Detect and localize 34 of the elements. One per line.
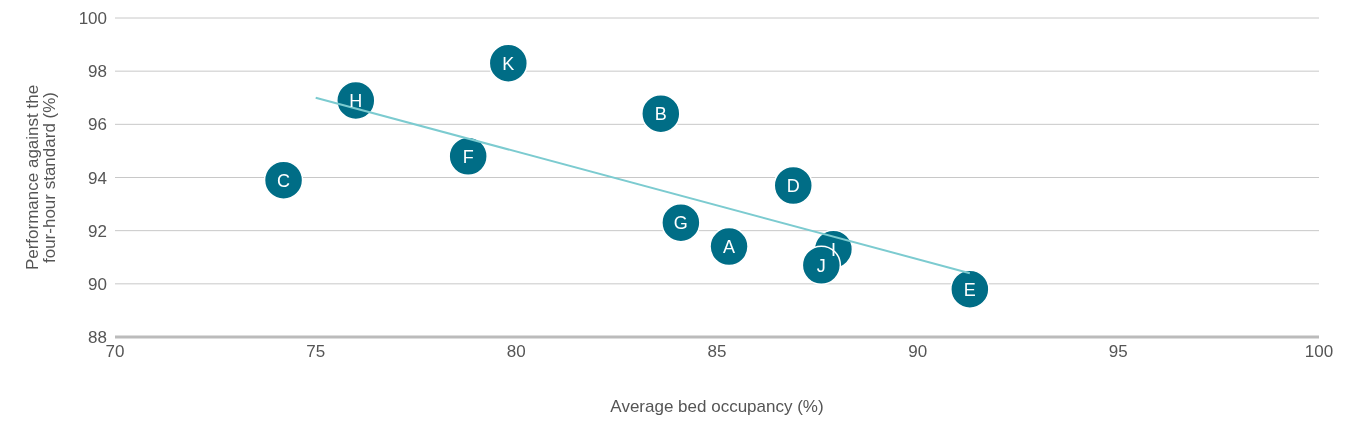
y-axis-title: Performance against the four-hour standard (%)	[22, 84, 59, 271]
point	[448, 136, 488, 176]
y-tick-label: 100	[78, 9, 107, 29]
y-tick-label: 98	[88, 62, 107, 82]
y-tick-label: 94	[88, 168, 107, 188]
annotation: J	[816, 255, 826, 276]
annotation: A	[723, 237, 736, 258]
x-tick-label: 70	[105, 342, 125, 362]
annotation: F	[462, 146, 474, 167]
x-tick-label: 80	[506, 342, 526, 362]
x-tick-label: 75	[306, 342, 326, 362]
annotation: C	[277, 170, 291, 191]
point	[773, 165, 813, 206]
annotation: B	[654, 104, 667, 125]
point	[709, 226, 749, 267]
point	[488, 43, 529, 83]
point	[950, 269, 990, 309]
x-tick-label: 90	[908, 342, 928, 362]
annotation: D	[786, 175, 800, 196]
y-tick-label: 92	[88, 221, 107, 241]
x-axis-title: Average bed occupancy (%)	[610, 397, 824, 416]
annotation: G	[673, 213, 688, 234]
y-tick-label: 96	[88, 115, 107, 135]
x-tick-label: 85	[707, 342, 727, 362]
annotation: H	[349, 90, 363, 111]
point	[641, 93, 681, 134]
point	[263, 160, 304, 200]
annotation: K	[502, 53, 515, 74]
y-tick-label: 88	[88, 328, 107, 348]
point	[801, 245, 842, 285]
x-tick-label: 95	[1108, 342, 1128, 362]
y-tick-label: 90	[88, 274, 107, 294]
annotation: E	[963, 279, 976, 300]
x-tick-label: 100	[1304, 342, 1334, 362]
